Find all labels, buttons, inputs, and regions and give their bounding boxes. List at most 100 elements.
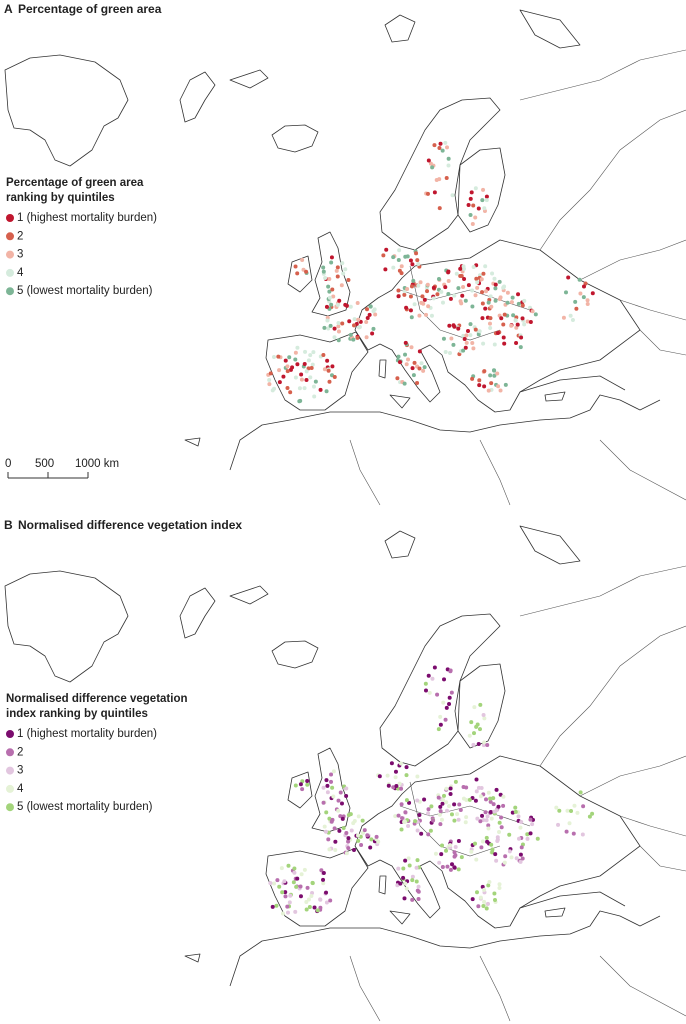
city-dot: [426, 158, 431, 163]
scale-label: 500: [35, 458, 54, 470]
city-dot: [484, 194, 489, 199]
panel-label: B: [4, 518, 13, 532]
city-dot: [295, 271, 300, 276]
city-dot: [288, 893, 293, 898]
city-dots: [268, 665, 595, 916]
city-dot: [414, 251, 419, 256]
city-dot: [575, 810, 580, 815]
city-dot: [395, 376, 400, 381]
city-dot: [463, 345, 468, 350]
city-dot: [360, 818, 365, 823]
city-dot: [447, 702, 452, 707]
city-dot: [341, 271, 346, 276]
city-dot: [505, 290, 510, 295]
city-dot: [340, 816, 345, 821]
city-dot: [417, 366, 422, 371]
city-dot: [435, 692, 440, 697]
city-dot: [330, 364, 335, 369]
city-dot: [324, 890, 329, 895]
city-dot: [331, 794, 336, 799]
city-dot: [326, 368, 331, 373]
city-dot: [280, 911, 285, 916]
city-dot: [520, 303, 525, 308]
city-dot: [428, 828, 433, 833]
city-dot: [509, 300, 514, 305]
city-dot: [396, 866, 401, 871]
city-dot: [312, 394, 317, 399]
city-dot: [478, 794, 483, 799]
city-dot: [530, 822, 535, 827]
city-dot: [483, 264, 488, 269]
city-dot: [402, 381, 407, 386]
city-dot: [479, 277, 484, 282]
city-dot: [473, 186, 478, 191]
legend-label: 3: [17, 765, 23, 777]
legend-swatch: [6, 748, 14, 757]
city-dot: [497, 279, 502, 284]
city-dot: [488, 809, 493, 814]
city-dot: [470, 376, 475, 381]
city-dot: [305, 779, 310, 784]
city-dot: [326, 284, 331, 289]
city-dot: [488, 799, 493, 804]
city-dot: [336, 798, 341, 803]
city-dot: [370, 331, 375, 336]
city-dot: [518, 852, 523, 857]
city-dot: [474, 724, 479, 729]
city-dot: [365, 307, 370, 312]
city-dot: [497, 882, 502, 887]
city-dot: [495, 371, 500, 376]
city-dot: [374, 834, 379, 839]
city-dot: [451, 342, 456, 347]
city-dot: [513, 318, 518, 323]
city-dot: [330, 817, 335, 822]
city-dot: [321, 881, 326, 886]
city-dot: [335, 274, 340, 279]
city-dot: [439, 817, 444, 822]
panel-title: Percentage of green area: [18, 2, 162, 16]
city-dot: [484, 198, 489, 203]
legend-label: 2: [17, 230, 23, 242]
city-dot: [403, 352, 408, 357]
city-dot: [377, 774, 382, 779]
city-dot: [417, 313, 422, 318]
city-dot: [444, 175, 449, 180]
city-dot: [443, 140, 448, 145]
city-dot: [446, 156, 451, 161]
city-dot: [287, 355, 292, 360]
city-dot: [336, 320, 341, 325]
city-dot: [509, 855, 514, 860]
city-dot: [473, 327, 478, 332]
city-dot: [293, 783, 298, 788]
city-dot: [448, 843, 453, 848]
city-dot: [470, 288, 475, 293]
panels: A Percentage of green area Percentage of g…: [4, 2, 686, 1022]
city-dot: [425, 191, 430, 196]
city-dot: [271, 355, 276, 360]
city-dot: [424, 312, 429, 317]
city-dot: [404, 886, 409, 891]
city-dot: [493, 298, 498, 303]
city-dot: [438, 714, 443, 719]
city-dot: [569, 809, 574, 814]
city-dot: [365, 833, 370, 838]
city-dot: [525, 319, 530, 324]
city-dot: [331, 294, 336, 299]
city-dot: [482, 206, 487, 211]
city-dot: [522, 298, 527, 303]
city-dot: [499, 316, 504, 321]
city-dot: [453, 844, 458, 849]
legend-label: 4: [17, 783, 24, 795]
city-dot: [327, 816, 332, 821]
city-dot: [418, 280, 423, 285]
city-dot: [329, 779, 334, 784]
city-dot: [421, 301, 426, 306]
city-dot: [503, 854, 508, 859]
city-dot: [325, 790, 330, 795]
city-dot: [473, 293, 478, 298]
city-dot: [322, 367, 327, 372]
city-dot: [437, 145, 442, 150]
city-dot: [447, 804, 452, 809]
city-dot: [403, 881, 408, 886]
city-dot: [498, 388, 503, 393]
